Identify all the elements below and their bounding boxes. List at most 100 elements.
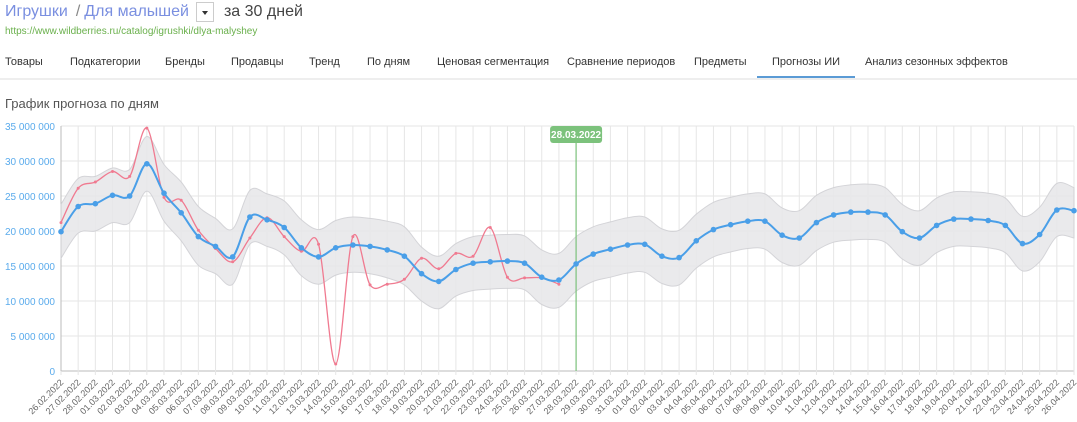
breadcrumb-current-link[interactable]: Для малышей bbox=[84, 3, 189, 20]
forecast-point bbox=[281, 224, 288, 231]
chart-title: График прогноза по дням bbox=[5, 96, 159, 111]
actual-point bbox=[145, 126, 149, 130]
actual-point bbox=[523, 276, 527, 280]
y-tick-label: 30 000 000 bbox=[5, 157, 55, 168]
forecast-point bbox=[865, 209, 871, 215]
forecast-point bbox=[1019, 240, 1026, 247]
tab-period-comparison[interactable]: Сравнение периодов bbox=[567, 56, 676, 68]
forecast-point bbox=[744, 218, 751, 224]
actual-point bbox=[351, 235, 355, 239]
tab-by-days[interactable]: По дням bbox=[367, 56, 411, 68]
actual-point bbox=[334, 362, 338, 366]
forecast-point bbox=[710, 226, 717, 233]
forecast-point bbox=[951, 216, 957, 222]
forecast-point bbox=[521, 260, 528, 267]
actual-point bbox=[368, 283, 372, 287]
tab-items[interactable]: Предметы bbox=[694, 56, 747, 68]
actual-point bbox=[402, 277, 406, 281]
forecast-point bbox=[847, 209, 854, 215]
actual-point bbox=[471, 254, 475, 258]
actual-point bbox=[231, 260, 235, 264]
forecast-point bbox=[556, 277, 562, 283]
forecast-point bbox=[762, 218, 768, 224]
forecast-point bbox=[384, 247, 391, 253]
forecast-point bbox=[504, 258, 511, 264]
forecast-point bbox=[882, 212, 888, 218]
forecast-point bbox=[367, 243, 373, 250]
forecast-point bbox=[92, 200, 99, 207]
tab-subcategories[interactable]: Подкатегории bbox=[70, 56, 141, 68]
y-tick-label: 0 bbox=[49, 367, 55, 378]
actual-point bbox=[299, 249, 303, 253]
actual-point bbox=[248, 236, 252, 240]
actual-point bbox=[93, 180, 97, 184]
forecast-point bbox=[1036, 231, 1043, 238]
forecast-point bbox=[315, 254, 322, 260]
forecast-point bbox=[126, 193, 133, 199]
actual-point bbox=[196, 228, 200, 232]
forecast-point bbox=[487, 259, 494, 265]
forecast-point bbox=[418, 270, 425, 277]
forecast-point bbox=[659, 253, 665, 259]
forecast-point bbox=[830, 212, 837, 218]
forecast-point bbox=[332, 245, 339, 251]
forecast-point bbox=[641, 241, 648, 248]
forecast-point bbox=[58, 228, 64, 235]
y-tick-label: 15 000 000 bbox=[5, 262, 55, 273]
forecast-point bbox=[195, 233, 202, 240]
actual-point bbox=[59, 221, 63, 225]
tab-bar: Товары Подкатегории Бренды Продавцы Трен… bbox=[0, 46, 1077, 80]
forecast-point bbox=[985, 217, 991, 224]
forecast-point bbox=[916, 235, 923, 241]
category-url-link[interactable]: https://www.wildberries.ru/catalog/igrus… bbox=[5, 26, 258, 37]
actual-point bbox=[488, 226, 492, 229]
forecast-point bbox=[109, 192, 116, 199]
tab-ai-forecasts[interactable]: Прогнозы ИИ bbox=[756, 56, 856, 78]
tab-brands[interactable]: Бренды bbox=[165, 56, 205, 68]
tab-seasonal-effects[interactable]: Анализ сезонных эффектов bbox=[865, 56, 1008, 68]
forecast-point bbox=[1002, 222, 1009, 229]
forecast-point bbox=[350, 242, 356, 248]
forecast-point bbox=[727, 221, 734, 228]
actual-point bbox=[505, 275, 509, 279]
y-tick-label: 25 000 000 bbox=[5, 192, 55, 203]
forecast-point bbox=[676, 254, 682, 261]
forecast-point bbox=[899, 228, 906, 235]
actual-point bbox=[76, 186, 80, 190]
tab-trend[interactable]: Тренд bbox=[309, 56, 340, 68]
today-marker-badge bbox=[550, 126, 603, 143]
tab-products[interactable]: Товары bbox=[5, 56, 43, 68]
forecast-point bbox=[247, 214, 253, 220]
forecast-point bbox=[401, 253, 408, 259]
actual-point bbox=[162, 195, 166, 199]
period-label: за 30 дней bbox=[223, 3, 303, 20]
actual-point bbox=[111, 170, 115, 173]
tab-price-segmentation[interactable]: Ценовая сегментация bbox=[437, 56, 550, 68]
forecast-point bbox=[590, 251, 597, 257]
forecast-point bbox=[470, 260, 476, 267]
category-dropdown-button[interactable] bbox=[195, 2, 214, 22]
actual-point bbox=[385, 282, 389, 286]
actual-point bbox=[317, 242, 321, 246]
forecast-point bbox=[933, 222, 940, 229]
today-marker-label: 28.03.2022 bbox=[551, 130, 601, 141]
actual-point bbox=[128, 174, 132, 178]
actual-point bbox=[454, 251, 458, 255]
forecast-point bbox=[178, 210, 184, 216]
breadcrumb-separator: / bbox=[75, 3, 81, 20]
tab-sellers[interactable]: Продавцы bbox=[231, 56, 284, 68]
forecast-point bbox=[968, 216, 974, 222]
y-tick-label: 10 000 000 bbox=[5, 297, 55, 308]
actual-point bbox=[420, 256, 424, 260]
forecast-point bbox=[607, 246, 614, 252]
forecast-point bbox=[573, 261, 579, 267]
forecast-point bbox=[693, 238, 700, 244]
confidence-band bbox=[60, 136, 1075, 310]
forecast-point bbox=[435, 278, 442, 285]
forecast-point bbox=[161, 190, 167, 196]
breadcrumb-root-link[interactable]: Игрушки bbox=[5, 3, 68, 20]
actual-point bbox=[437, 267, 441, 271]
forecast-point bbox=[229, 254, 236, 260]
forecast-point bbox=[624, 242, 631, 248]
